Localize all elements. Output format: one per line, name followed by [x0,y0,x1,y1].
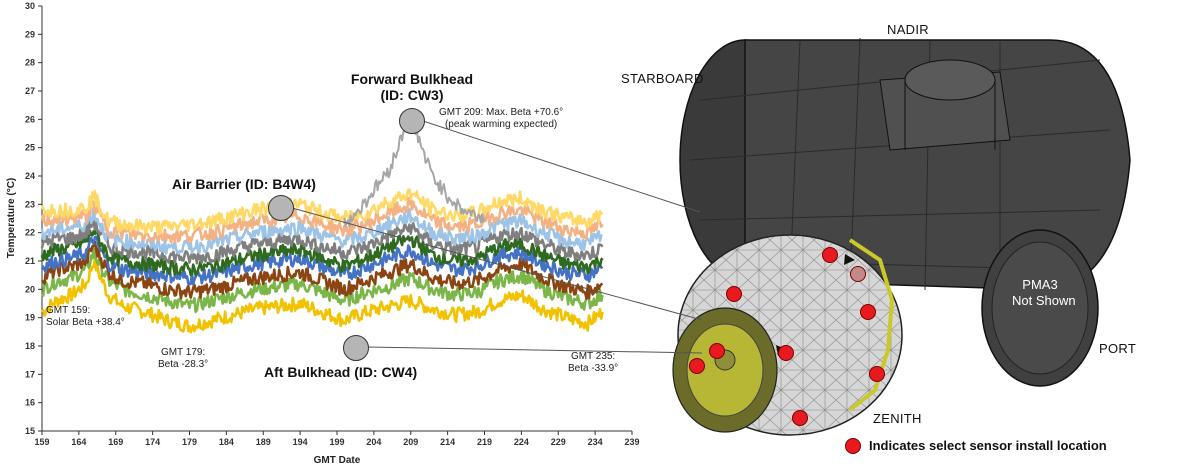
x-tick-label: 199 [329,437,344,447]
legend-text: Indicates select sensor install location [869,438,1107,453]
gmt159-annotation: GMT 159: Solar Beta +38.4° [46,305,125,329]
pma3-label: PMA3 Not Shown [1012,277,1076,309]
sensor-dot [860,304,876,320]
x-tick-label: 214 [440,437,455,447]
x-tick-label: 184 [219,437,234,447]
y-tick-label: 21 [25,256,35,266]
gmt159-line2: Solar Beta +38.4° [46,317,125,328]
y-tick-label: 24 [25,171,35,181]
gmt209-line2: (peak warming expected) [444,119,558,130]
air-barrier-marker [268,195,294,221]
y-tick-label: 23 [25,199,35,209]
legend-red-dot-icon [845,438,861,454]
y-axis-label: Temperature (°C) [6,178,17,259]
forward-bulkhead-title: Forward Bulkhead (ID: CW3) [340,71,484,103]
node-module [679,37,1131,387]
y-tick-label: 18 [25,341,35,351]
x-tick-label: 204 [366,437,381,447]
pma3-line1: PMA3 [1022,277,1058,292]
sensor-dot [689,358,705,374]
aft-bulkhead-title: Aft Bulkhead (ID: CW4) [264,364,418,380]
y-tick-label: 16 [25,398,35,408]
x-tick-label: 179 [182,437,197,447]
air-barrier-title: Air Barrier (ID: B4W4) [172,176,316,192]
x-tick-label: 169 [108,437,123,447]
y-tick-label: 25 [25,143,35,153]
y-tick-label: 19 [25,313,35,323]
aft-bulkhead-marker [343,335,369,361]
x-axis-label: GMT Date [314,455,361,466]
gmt179-line2: Beta -28.3° [158,359,209,370]
pma3-line2: Not Shown [1012,293,1076,308]
forward-bulkhead-line2: (ID: CW3) [380,87,444,103]
y-tick-label: 17 [25,369,35,379]
y-tick-label: 28 [25,58,35,68]
x-tick-label: 234 [588,437,603,447]
x-tick-label: 189 [256,437,271,447]
x-tick-label: 239 [624,437,639,447]
y-tick-label: 29 [25,29,35,39]
forward-bulkhead-marker [399,108,425,134]
sensor-dot [792,410,808,426]
x-tick-label: 159 [34,437,49,447]
forward-bulkhead-line1: Forward Bulkhead [350,71,474,87]
x-tick-label: 164 [71,437,86,447]
gmt235-line2: Beta -33.9° [568,363,619,374]
x-tick-label: 209 [403,437,418,447]
gmt209-line1: GMT 209: Max. Beta +70.6° [439,107,564,118]
x-tick-label: 224 [514,437,529,447]
sensor-dot [869,366,885,382]
gmt235-annotation: GMT 235: Beta -33.9° [568,351,618,375]
gmt209-annotation: GMT 209: Max. Beta +70.6° (peak warming … [439,107,563,131]
x-tick-label: 174 [145,437,160,447]
y-tick-label: 22 [25,228,35,238]
starboard-label: STARBOARD [621,71,704,86]
x-tick-label: 194 [293,437,308,447]
nadir-label: NADIR [887,22,929,37]
y-tick-label: 20 [25,284,35,294]
gmt179-line1: GMT 179: [160,347,206,358]
gmt159-line1: GMT 159: [46,305,91,316]
x-tick-label: 219 [477,437,492,447]
sensor-dot [726,286,742,302]
zenith-label: ZENITH [873,411,922,426]
connector-arrows [776,254,855,356]
y-tick-label: 26 [25,114,35,124]
series-group [40,112,604,334]
sensor-dot [709,343,725,359]
sensor-dot [778,345,794,361]
y-tick-label: 15 [25,426,35,436]
y-tick-label: 30 [25,1,35,11]
sensor-dot [850,266,866,282]
gmt179-annotation: GMT 179: Beta -28.3° [158,347,208,371]
temperature-chart: 15 16 17 18 19 20 21 22 23 24 25 26 27 28 29 30 159 164 16… [6,1,640,466]
gmt235-line1: GMT 235: [570,351,616,362]
x-tick-label: 229 [551,437,566,447]
chart-axes: 15 16 17 18 19 20 21 22 23 24 25 26 27 28 29 30 159 164 16… [25,1,640,447]
cupola-module [672,234,903,436]
y-tick-label: 27 [25,86,35,96]
port-label: PORT [1099,341,1137,356]
sensor-dot [822,247,838,263]
